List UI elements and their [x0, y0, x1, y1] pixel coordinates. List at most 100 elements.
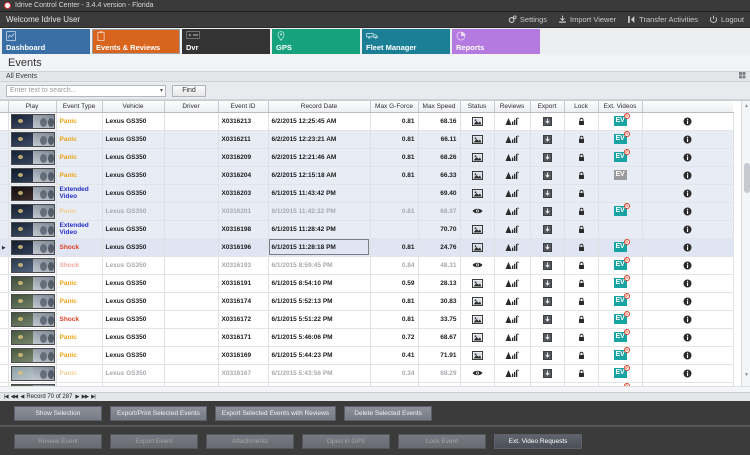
table-row[interactable]: ▶ Shock Lexus GS350 X0316196 6/1/2015 11:28:… — [0, 238, 734, 257]
reviews-icon[interactable] — [494, 292, 531, 311]
reviews-icon[interactable] — [494, 256, 531, 275]
play-thumbnail[interactable] — [8, 274, 57, 293]
reviews-icon[interactable] — [494, 346, 531, 365]
row-selector[interactable]: ▶ — [0, 238, 9, 257]
th-driver[interactable]: Driver — [164, 101, 219, 113]
reviews-icon[interactable] — [494, 112, 531, 131]
table-row[interactable]: Panic Lexus GS350 X0316191 6/1/2015 8:54:10… — [0, 274, 734, 293]
table-row[interactable]: Panic Lexus GS350 X0316211 6/2/2015 12:23:2… — [0, 130, 734, 149]
last-record-button[interactable]: ▶| — [91, 394, 96, 400]
lock-icon[interactable] — [564, 148, 599, 167]
row-selector[interactable] — [0, 112, 9, 131]
row-selector[interactable] — [0, 148, 9, 167]
logout-button[interactable]: Logout — [709, 15, 744, 24]
export-event-button[interactable]: Export Event — [110, 433, 198, 449]
nav-tile-dashboard[interactable]: Dashboard — [2, 29, 90, 54]
table-row[interactable]: Panic Lexus GS350 X0316167 6/1/2015 5:43:56… — [0, 364, 734, 383]
play-thumbnail[interactable] — [8, 166, 57, 185]
row-selector[interactable] — [0, 184, 9, 203]
table-row[interactable]: Extended Video Lexus GS350 X0316198 6/1/201… — [0, 220, 734, 239]
export-icon[interactable] — [530, 292, 565, 311]
play-thumbnail[interactable] — [8, 364, 57, 383]
ev-icon[interactable]: EV 0 — [613, 131, 630, 144]
status-image-icon[interactable] — [460, 238, 495, 257]
next-page-button[interactable]: ▶▶ — [81, 394, 90, 400]
table-row[interactable]: Panic Lexus GS350 X0316209 6/2/2015 12:21:4… — [0, 148, 734, 167]
table-row[interactable]: Panic Lexus GS350 X0316213 6/2/2015 12:25:4… — [0, 112, 734, 131]
th-max-speed[interactable]: Max Speed — [418, 101, 461, 113]
info-icon[interactable] — [642, 256, 734, 275]
export-icon[interactable] — [530, 364, 565, 383]
table-row[interactable]: Panic Lexus GS350 X0316171 6/1/2015 5:46:06… — [0, 328, 734, 347]
nav-tile-fleet-manager[interactable]: Fleet Manager — [362, 29, 450, 54]
export-icon[interactable] — [530, 166, 565, 185]
video-thumbnail-icon[interactable] — [10, 167, 55, 183]
ev-icon[interactable]: EV 0 — [613, 203, 630, 216]
th-record-date[interactable]: Record Date — [268, 101, 371, 113]
export-icon[interactable] — [530, 256, 565, 275]
lock-icon[interactable] — [564, 310, 599, 329]
play-thumbnail[interactable] — [8, 292, 57, 311]
prev-page-button[interactable]: ◀◀ — [10, 394, 19, 400]
th-vehicle[interactable]: Vehicle — [102, 101, 165, 113]
row-selector[interactable] — [0, 346, 9, 365]
ev-icon[interactable]: EV — [613, 170, 627, 180]
play-thumbnail[interactable] — [8, 130, 57, 149]
lock-icon[interactable] — [564, 292, 599, 311]
nav-tile-dvr[interactable]: Dvr — [182, 29, 270, 54]
export-icon[interactable] — [530, 346, 565, 365]
info-icon[interactable] — [642, 112, 734, 131]
show-selection-button[interactable]: Show Selection — [14, 405, 102, 421]
video-thumbnail-icon[interactable] — [10, 293, 55, 309]
export-icon[interactable] — [530, 184, 565, 203]
reviews-icon[interactable] — [494, 310, 531, 329]
find-button[interactable]: Find — [172, 84, 206, 97]
row-selector[interactable] — [0, 166, 9, 185]
next-record-button[interactable]: ▶ — [75, 394, 79, 400]
status-image-icon[interactable] — [460, 328, 495, 347]
export-print-selected-events-button[interactable]: Export/Print Selected Events — [110, 405, 207, 421]
table-row[interactable]: Shock Lexus GS350 X0316193 6/1/2015 8:59:45… — [0, 256, 734, 275]
row-selector[interactable] — [0, 364, 9, 383]
video-thumbnail-icon[interactable] — [10, 203, 55, 219]
nav-tile-gps[interactable]: GPS — [272, 29, 360, 54]
video-thumbnail-icon[interactable] — [10, 383, 55, 386]
play-thumbnail[interactable] — [8, 238, 57, 257]
th-select[interactable] — [0, 101, 9, 113]
nav-tile-events-and-reviews[interactable]: Events & Reviews — [92, 29, 180, 54]
ev-icon[interactable]: EV 0 — [613, 347, 630, 360]
status-image-icon[interactable] — [460, 346, 495, 365]
video-thumbnail-icon[interactable] — [10, 149, 55, 165]
info-icon[interactable] — [642, 328, 734, 347]
lock-icon[interactable] — [564, 364, 599, 383]
th-lock[interactable]: Lock — [564, 101, 599, 113]
reviews-icon[interactable] — [494, 130, 531, 149]
lock-icon[interactable] — [564, 220, 599, 239]
row-selector[interactable] — [0, 328, 9, 347]
video-thumbnail-icon[interactable] — [10, 329, 55, 345]
info-icon[interactable] — [642, 346, 734, 365]
search-input[interactable]: Enter text to search... ▾ — [6, 84, 166, 97]
reviews-icon[interactable] — [494, 382, 531, 386]
prev-record-button[interactable]: ◀ — [20, 394, 24, 400]
video-thumbnail-icon[interactable] — [10, 113, 55, 129]
grid-settings-icon[interactable] — [739, 72, 746, 81]
status-image-icon[interactable] — [460, 274, 495, 293]
table-row[interactable]: Panic Lexus GS350 X0316204 6/2/2015 12:15:1… — [0, 166, 734, 185]
table-row[interactable]: Shock Lexus GS350 X0316172 6/1/2015 5:51:22… — [0, 310, 734, 329]
ev-icon[interactable]: EV 0 — [613, 239, 630, 252]
lock-icon[interactable] — [564, 166, 599, 185]
review-event-button[interactable]: Review Event — [14, 433, 102, 449]
th-play[interactable]: Play — [8, 101, 57, 113]
info-icon[interactable] — [642, 238, 734, 257]
ev-icon[interactable]: EV 0 — [613, 149, 630, 162]
export-icon[interactable] — [530, 238, 565, 257]
transfer-activities-button[interactable]: Transfer Activities — [627, 15, 698, 24]
reviews-icon[interactable] — [494, 220, 531, 239]
video-thumbnail-icon[interactable] — [10, 347, 55, 363]
